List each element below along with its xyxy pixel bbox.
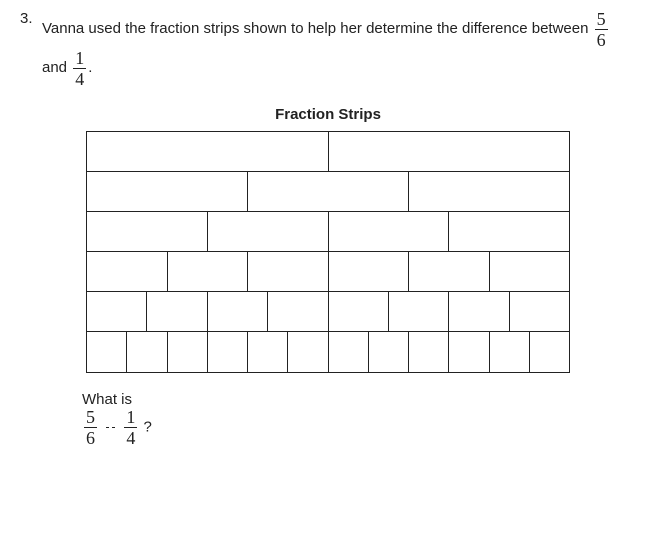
strip-cell [490,252,570,291]
strip-cell [449,332,489,372]
fraction-5-6: 5 6 [84,408,97,447]
denominator: 6 [84,427,97,447]
question-block: 3. Vanna used the fraction strips shown … [20,10,636,88]
strip-cell [329,292,389,331]
strip-cell [87,212,208,251]
strip-cell [329,132,570,171]
followup-question: What is 5 6 1 4 ? [82,391,636,447]
strip-cell [409,252,490,291]
strip-cell [87,172,248,211]
strip-cell [87,252,168,291]
question-text-3: . [88,59,92,76]
strip-cell [168,332,208,372]
fraction-1-4: 1 4 [73,49,86,88]
strip-cell [87,132,329,171]
strip-cell [369,332,409,372]
strip-cell [268,292,328,331]
strip-cell [208,332,248,372]
strip-row-2 [87,132,569,172]
chart-title: Fraction Strips [20,106,636,123]
strip-cell [248,172,409,211]
question-number: 3. [20,10,42,88]
strip-cell [248,332,288,372]
strip-cell [329,252,410,291]
strip-cell [127,332,167,372]
strip-cell [530,332,569,372]
numerator: 1 [73,49,86,68]
strip-row-4 [87,212,569,252]
followup-label: What is [82,391,636,408]
strip-cell [409,172,569,211]
fraction-1-4: 1 4 [124,408,137,447]
strip-cell [168,252,249,291]
strip-cell [147,292,207,331]
strip-cell [248,252,329,291]
strip-cell [389,292,449,331]
strip-cell [329,332,369,372]
strip-cell [490,332,530,372]
question-mark: ? [144,418,152,435]
strip-cell [87,292,147,331]
denominator: 4 [124,427,137,447]
denominator: 4 [73,68,86,88]
strip-row-12 [87,332,569,372]
fraction-strips-chart [86,131,570,373]
strip-cell [208,292,268,331]
strip-cell [288,332,328,372]
numerator: 5 [595,10,608,29]
strip-row-3 [87,172,569,212]
question-text-1: Vanna used the fraction strips shown to … [42,20,593,37]
strip-cell [449,292,509,331]
denominator: 6 [595,29,608,49]
strip-cell [208,212,329,251]
strip-cell [449,212,569,251]
strip-cell [329,212,450,251]
numerator: 5 [84,408,97,427]
followup-expression: 5 6 1 4 ? [82,408,636,447]
strip-cell [87,332,127,372]
fraction-5-6: 5 6 [595,10,608,49]
strip-row-6 [87,252,569,292]
minus-icon [106,427,115,428]
question-body: Vanna used the fraction strips shown to … [42,10,636,88]
strip-cell [510,292,569,331]
numerator: 1 [124,408,137,427]
strip-row-8 [87,292,569,332]
strip-cell [409,332,449,372]
question-text-2: and [42,59,71,76]
